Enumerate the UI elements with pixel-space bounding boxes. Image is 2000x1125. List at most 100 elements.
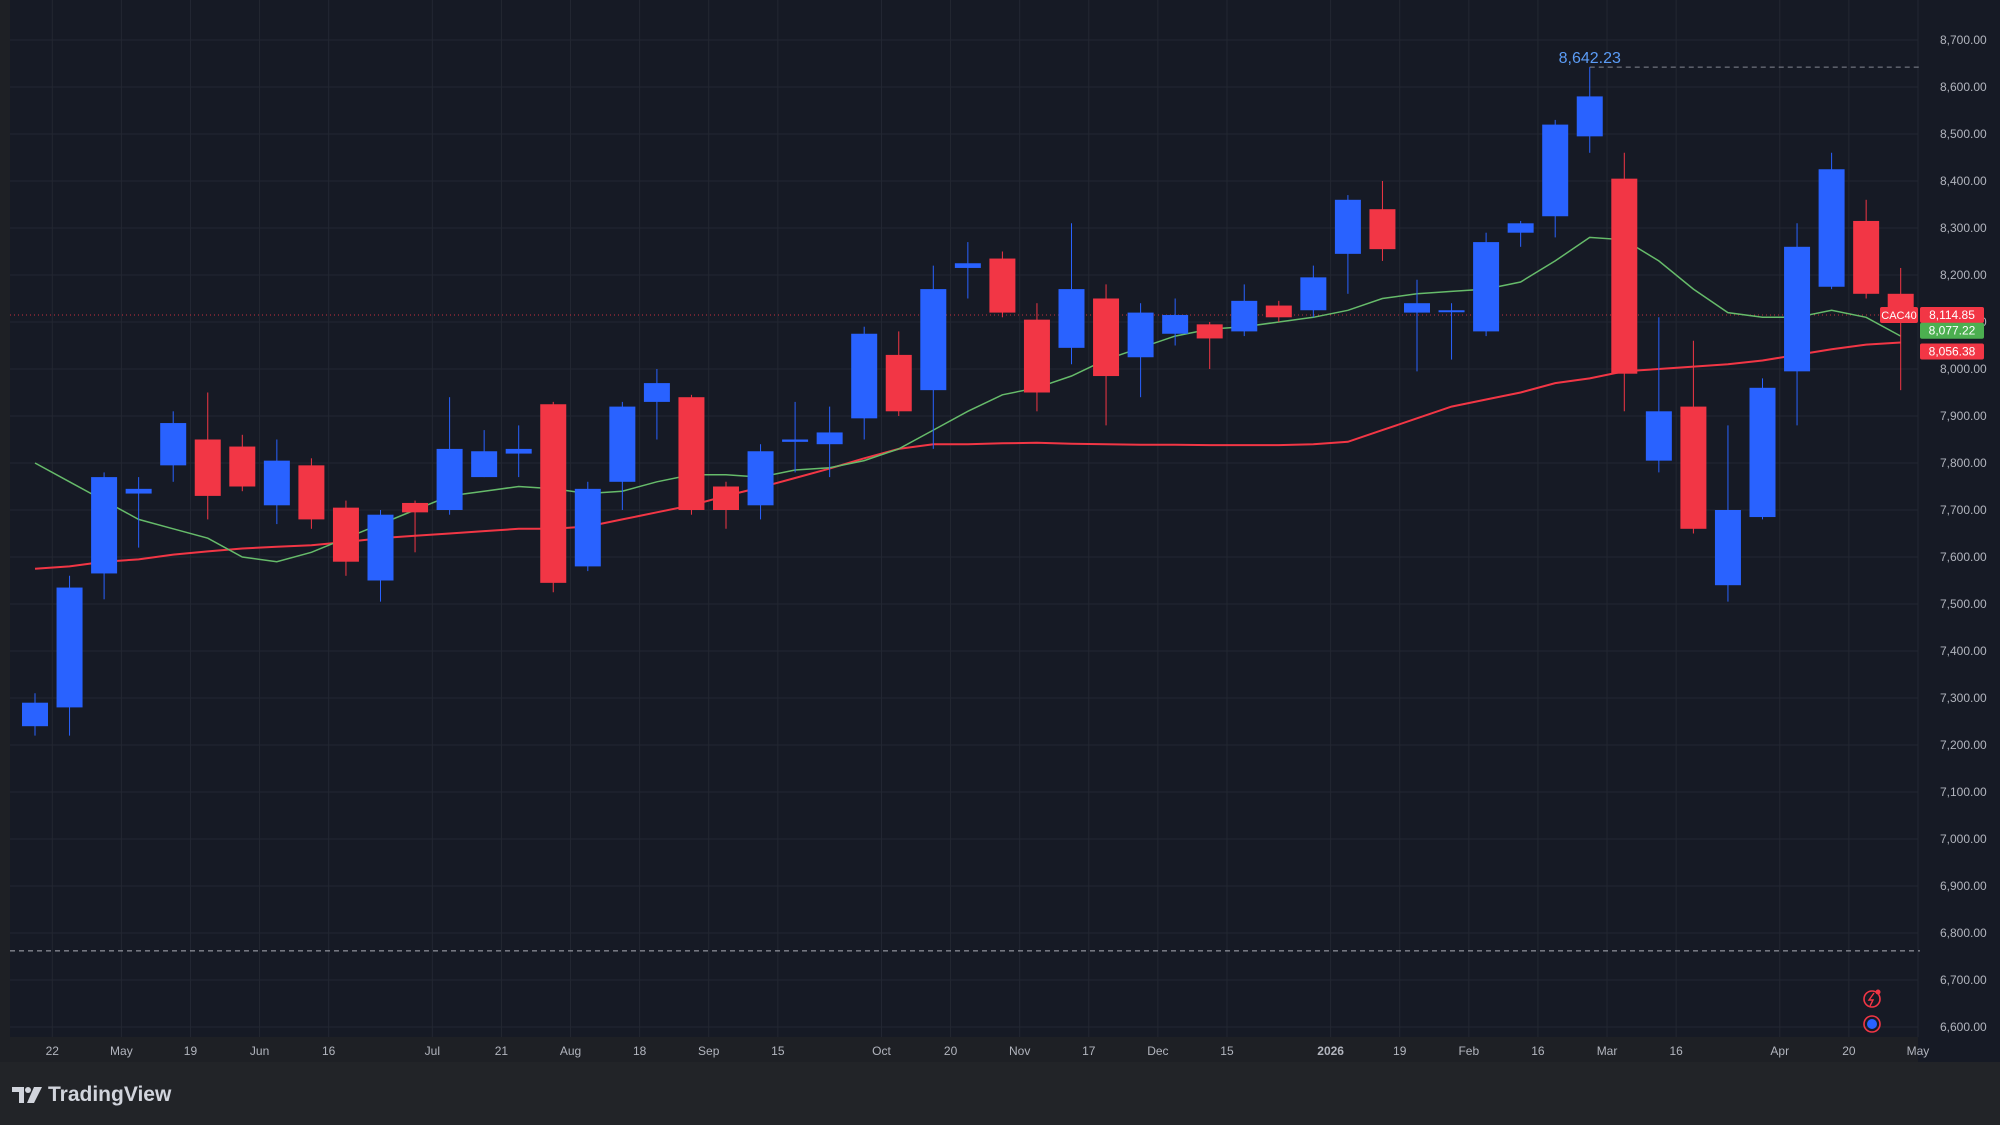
indicator-icons [1863, 989, 1881, 1033]
candle [816, 406, 843, 478]
candle [1369, 181, 1396, 261]
candle-body [1714, 510, 1741, 586]
candle-body [367, 514, 394, 581]
candle [229, 434, 256, 492]
candle [1162, 298, 1189, 346]
price-label-badge [1920, 343, 1984, 360]
candle-body [471, 451, 498, 478]
y-tick-label: 8,400.00 [1940, 174, 1987, 188]
candle-body [160, 423, 187, 466]
candle-body [1853, 220, 1880, 294]
candle [1645, 317, 1672, 473]
candle [160, 411, 187, 482]
candle-body [56, 587, 83, 708]
candle [782, 401, 809, 473]
candle-body [1023, 319, 1050, 393]
candle [643, 369, 670, 440]
candle-body [1784, 246, 1811, 372]
x-tick-label: Mar [1597, 1044, 1618, 1058]
candle-body [609, 406, 636, 482]
candle-body [263, 460, 290, 506]
candle-body [436, 448, 463, 510]
plot-area[interactable] [10, 0, 1918, 1037]
candle-body [643, 383, 670, 402]
candle-body [713, 486, 739, 510]
candle [194, 392, 221, 520]
x-tick-label: Feb [1458, 1044, 1479, 1058]
candle-body [954, 263, 981, 268]
lightning-icon [1867, 992, 1875, 1007]
candle-body [885, 354, 912, 412]
y-tick-label: 7,600.00 [1940, 550, 1987, 564]
x-tick-label: 15 [1220, 1044, 1234, 1058]
y-tick-label: 7,000.00 [1940, 832, 1987, 846]
candle-body [1473, 242, 1500, 332]
alert-icon[interactable] [1863, 990, 1881, 1008]
y-tick-label: 6,900.00 [1940, 879, 1987, 893]
candle [436, 397, 463, 515]
candle [1542, 119, 1569, 238]
x-tick-label: Nov [1009, 1044, 1030, 1058]
price-label-text: 8,114.85 [1929, 308, 1975, 322]
brand-name: TradingView [48, 1083, 172, 1106]
candle [263, 439, 290, 525]
candle [1714, 425, 1741, 602]
y-tick-label: 8,300.00 [1940, 221, 1987, 235]
candle-body [1058, 289, 1085, 348]
footer-bar [0, 1062, 2000, 1125]
price-axis[interactable] [1918, 0, 2000, 1062]
price-label-text: 8,077.22 [1929, 324, 1976, 338]
candle-body [1162, 314, 1189, 334]
x-tick-label: 22 [46, 1044, 60, 1058]
candle-body [1818, 169, 1845, 287]
y-tick-label: 7,800.00 [1940, 456, 1987, 470]
symbol-label: CAC40 [1881, 310, 1916, 322]
candle [1404, 279, 1430, 372]
candle-body [402, 502, 429, 513]
candle-body [782, 439, 809, 442]
candle [1576, 67, 1603, 153]
candle-body [298, 465, 325, 520]
high-marker-label: 8,642.23 [1559, 50, 1621, 67]
candle-body [91, 477, 118, 574]
y-tick-label: 6,600.00 [1940, 1020, 1987, 1034]
x-tick-label: 16 [1669, 1044, 1683, 1058]
candle [1300, 265, 1327, 318]
x-tick-label: Jun [250, 1044, 269, 1058]
candle-body [332, 507, 359, 562]
y-tick-label: 7,200.00 [1940, 738, 1987, 752]
candle [1093, 284, 1120, 426]
x-tick-label: 20 [944, 1044, 958, 1058]
candle [1473, 232, 1500, 337]
candle [1265, 300, 1292, 322]
candle [332, 500, 359, 576]
candle [402, 500, 429, 553]
x-tick-label: 19 [184, 1044, 198, 1058]
candle [1784, 223, 1811, 426]
candle-body [1300, 277, 1327, 311]
y-tick-label: 8,500.00 [1940, 127, 1987, 141]
price-labels: 8,114.85 CAC40 8,077.22 8,056.38 [1880, 307, 1984, 360]
x-tick-label: May [110, 1044, 133, 1058]
y-tick-label: 7,100.00 [1940, 785, 1987, 799]
candle-body [1093, 298, 1120, 377]
candle [1058, 223, 1085, 365]
candle [1818, 152, 1845, 290]
x-tick-label: 17 [1082, 1044, 1096, 1058]
y-tick-label: 7,900.00 [1940, 409, 1987, 423]
event-icon[interactable] [1863, 1015, 1881, 1033]
candle [1611, 152, 1638, 412]
candle [471, 430, 498, 478]
candle [1680, 340, 1707, 534]
x-tick-label: Oct [872, 1044, 891, 1058]
candle-body [851, 333, 878, 419]
candle-body [125, 488, 152, 494]
x-tick-label: Jul [425, 1044, 440, 1058]
x-tick-label: 18 [633, 1044, 647, 1058]
x-tick-label: 21 [495, 1044, 509, 1058]
tradingview-logo[interactable]: TradingView [12, 1083, 171, 1107]
x-tick-label: May [1907, 1044, 1930, 1058]
y-tick-label: 7,700.00 [1940, 503, 1987, 517]
globe-icon [1867, 1019, 1877, 1029]
